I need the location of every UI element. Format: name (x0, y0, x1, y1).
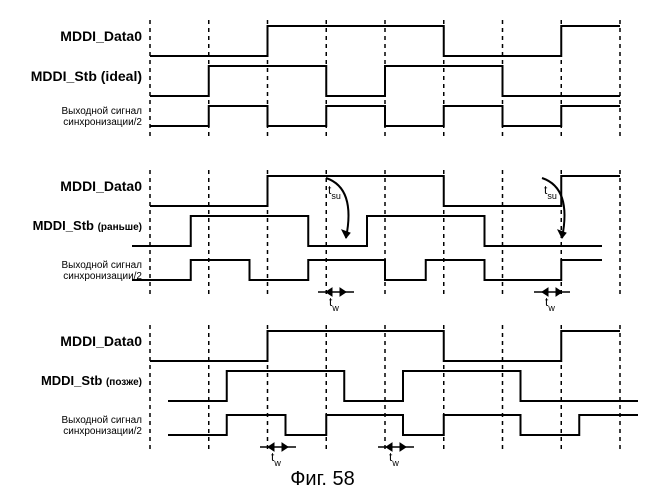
timing-panel-1: MDDI_Data0MDDI_Stb (раньше)Выходной сигн… (0, 170, 645, 300)
timing-waveforms (0, 20, 645, 155)
timing-diagram-figure: MDDI_Data0MDDI_Stb (ideal)Выходной сигна… (0, 0, 645, 500)
svg-text:tw: tw (271, 450, 281, 468)
timing-waveforms: tsutsutwtw (0, 170, 645, 315)
svg-text:tw: tw (329, 295, 339, 313)
svg-text:tw: tw (545, 295, 555, 313)
svg-text:tw: tw (389, 450, 399, 468)
figure-caption: Фиг. 58 (0, 468, 645, 491)
timing-panel-2: MDDI_Data0MDDI_Stb (позже)Выходной сигна… (0, 325, 645, 455)
timing-panel-0: MDDI_Data0MDDI_Stb (ideal)Выходной сигна… (0, 20, 645, 140)
timing-waveforms: tw tw (0, 325, 645, 470)
